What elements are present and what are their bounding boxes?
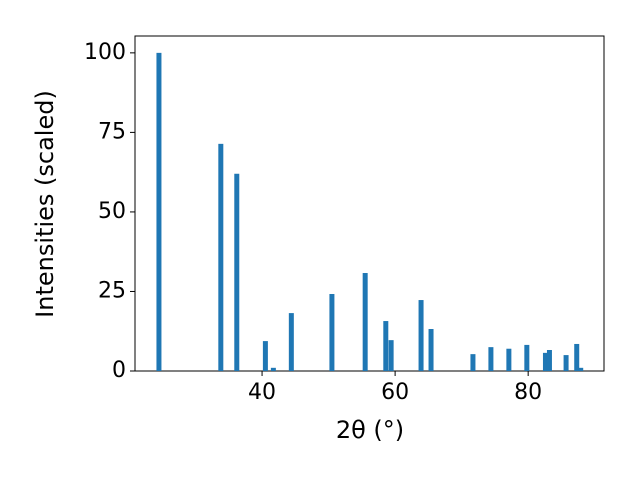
bar [234,173,240,371]
bar [329,294,335,371]
bar [156,52,162,371]
y-tick-label: 50 [98,199,126,224]
x-tick-label: 60 [381,380,409,405]
bar [262,341,268,371]
y-axis-label: Intensities (scaled) [31,90,59,318]
x-tick-label: 80 [514,380,542,405]
bar [524,344,530,371]
y-tick-label: 100 [84,40,126,65]
bar [383,321,389,371]
bar [418,300,424,371]
x-axis-label: 2θ (°) [336,416,404,444]
bar [574,343,580,371]
bar [546,350,552,371]
y-tick-label: 0 [112,358,126,383]
bar [362,273,368,371]
bar [488,347,494,371]
bar [542,352,548,371]
plot-frame [134,35,605,372]
bar [218,143,224,371]
bar [506,348,512,371]
bar [270,367,276,371]
bar [470,354,476,371]
bar [388,340,394,371]
bar [428,329,434,371]
x-tick-label: 40 [248,380,276,405]
bar [288,313,294,371]
y-tick-label: 75 [98,119,126,144]
y-tick-label: 25 [98,278,126,303]
bar [563,355,569,371]
bar [578,367,584,371]
